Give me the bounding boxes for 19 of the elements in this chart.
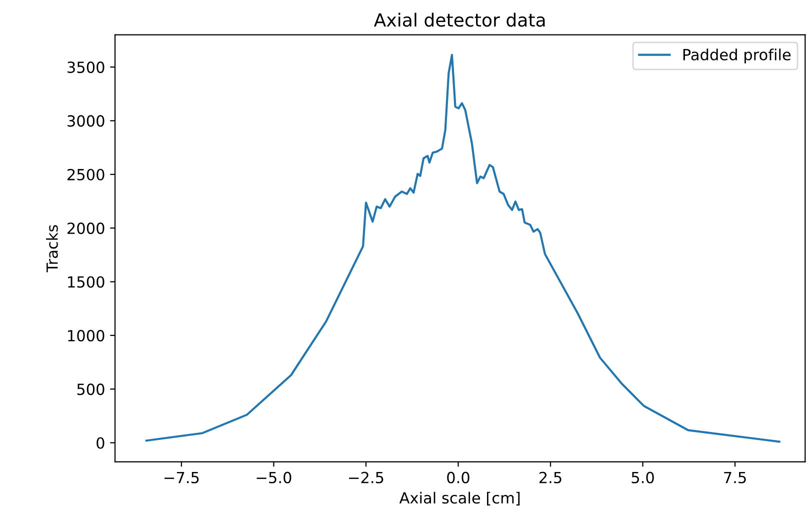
y-tick-label: 3000 <box>68 115 104 127</box>
x-tick-label: 5.0 <box>632 472 654 484</box>
y-tick-label: 3500 <box>68 62 104 74</box>
y-tick-label: 500 <box>77 384 104 396</box>
y-tick-label: 1000 <box>68 330 104 342</box>
x-tick-label: 2.5 <box>539 472 562 484</box>
y-tick-label: 0 <box>96 437 104 449</box>
y-tick-label: 2000 <box>68 222 104 234</box>
x-tick-label: −5.0 <box>256 472 292 484</box>
legend-label: Padded profile <box>683 48 791 64</box>
y-tick-label: 1500 <box>68 276 104 288</box>
x-tick-label: 0.0 <box>447 472 470 484</box>
x-tick-label: −7.5 <box>164 472 199 484</box>
x-tick-label: −2.5 <box>349 472 384 484</box>
y-tick-label: 2500 <box>68 168 104 180</box>
chart-title: Axial detector data <box>374 12 545 27</box>
x-tick-label: 7.5 <box>724 472 746 484</box>
x-axis-title: Axial scale [cm] <box>399 492 520 506</box>
y-axis-title: Tracks <box>46 225 58 272</box>
